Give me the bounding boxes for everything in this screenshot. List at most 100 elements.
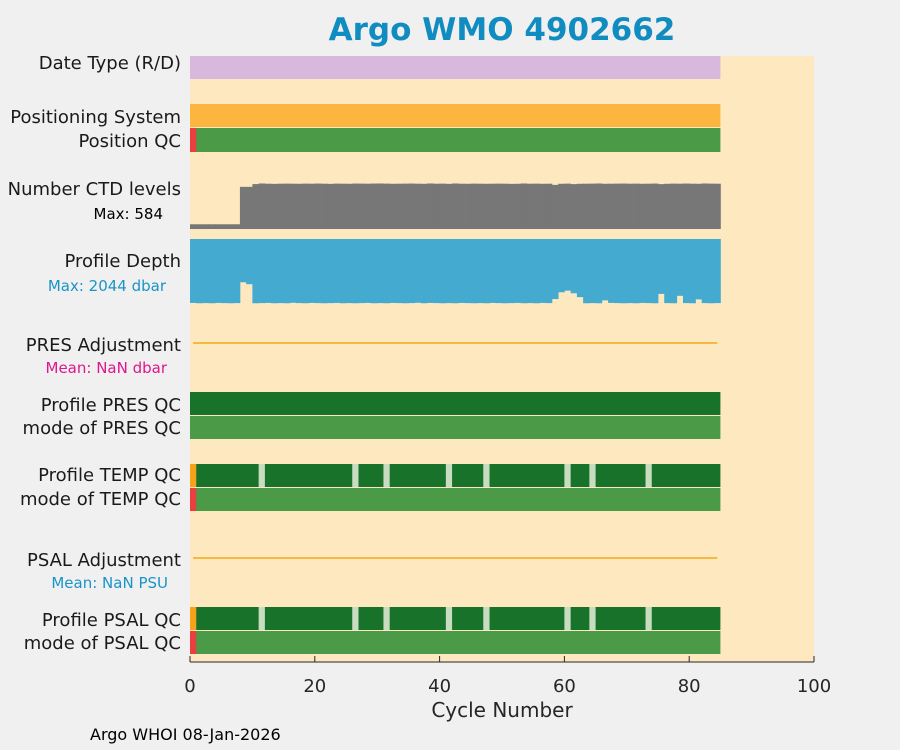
profile-depth-bar xyxy=(239,239,247,283)
ctd-levels-bar xyxy=(445,183,453,229)
profile-depth-bar xyxy=(352,239,359,304)
label-position-qc: Position QC xyxy=(78,131,181,152)
label-profile-psal-qc: Profile PSAL QC xyxy=(42,610,181,631)
profile-depth-bar xyxy=(445,239,453,304)
ctd-levels-bar xyxy=(664,183,671,229)
ctd-levels-bar xyxy=(358,183,366,229)
ctd-levels-bar xyxy=(395,183,403,229)
ctd-levels-bar xyxy=(608,183,615,229)
ctd-levels-bar xyxy=(190,224,197,229)
profile-depth-bar xyxy=(402,239,409,304)
ctd-levels-bar xyxy=(595,183,603,229)
profile-depth-bar xyxy=(670,239,678,304)
profile-depth-bar xyxy=(358,239,366,304)
profile-temp-qc-gap-mark xyxy=(352,464,359,487)
ctd-levels-bar xyxy=(308,183,316,229)
profile-depth-bar xyxy=(383,239,391,304)
ctd-levels-bar xyxy=(302,183,309,229)
ctd-levels-bar xyxy=(333,183,341,229)
ctd-levels-bar xyxy=(327,183,334,229)
profile-depth-bar xyxy=(458,239,465,303)
ctd-levels-bar xyxy=(676,183,684,229)
ctd-levels-bar xyxy=(526,183,534,229)
ctd-levels-bar xyxy=(414,183,422,229)
x-tick-label: 100 xyxy=(797,676,831,697)
ctd-levels-bar xyxy=(483,183,490,229)
ctd-levels-bar xyxy=(377,183,384,229)
label-mode-temp-qc: mode of TEMP QC xyxy=(20,489,181,510)
label-pres-mean: Mean: NaN dbar xyxy=(46,359,168,377)
profile-psal-qc-gap-mark xyxy=(589,607,596,630)
ctd-levels-bar xyxy=(346,183,353,229)
x-axis-label: Cycle Number xyxy=(431,698,573,722)
profile-psal-qc-gap-mark xyxy=(352,607,359,630)
ctd-levels-bar xyxy=(202,224,210,229)
profile-depth-bar xyxy=(202,239,210,304)
profile-depth-bar xyxy=(395,239,403,304)
ctd-levels-bar xyxy=(452,183,459,229)
label-psal-adjustment: PSAL Adjustment xyxy=(27,550,181,571)
profile-depth-bar xyxy=(408,239,416,304)
ctd-levels-bar xyxy=(576,183,584,229)
profile-depth-bar xyxy=(477,239,484,304)
ctd-levels-bar xyxy=(583,183,590,229)
x-tick-label: 40 xyxy=(428,676,451,697)
profile-depth-bar xyxy=(689,239,696,304)
profile-depth-bar xyxy=(370,239,378,304)
ctd-levels-bar xyxy=(670,183,678,229)
profile-depth-bar xyxy=(695,239,703,300)
ctd-levels-bar xyxy=(314,183,322,229)
profile-depth-bar xyxy=(314,239,322,304)
ctd-levels-bar xyxy=(564,183,572,229)
profile-depth-bar xyxy=(545,239,553,304)
ctd-levels-bar xyxy=(520,183,528,229)
profile-depth-bar xyxy=(289,239,297,303)
profile-psal-qc-gap-mark xyxy=(645,607,652,630)
label-depth-max: Max: 2044 dbar xyxy=(48,277,167,295)
profile-depth-bar xyxy=(246,239,253,285)
ctd-levels-bar xyxy=(707,183,715,229)
ctd-levels-bar xyxy=(352,183,359,229)
profile-depth-bar xyxy=(601,239,609,301)
ctd-levels-bar xyxy=(321,183,328,229)
ctd-levels-bar xyxy=(383,183,391,229)
ctd-levels-bar xyxy=(408,183,416,229)
profile-depth-bar xyxy=(433,239,440,304)
profile-depth-bar xyxy=(664,239,671,304)
ctd-levels-bar xyxy=(551,184,559,229)
x-tick-label: 80 xyxy=(678,676,701,697)
ctd-levels-bar xyxy=(651,183,659,229)
ctd-levels-bar xyxy=(689,183,696,229)
profile-depth-bar xyxy=(258,239,266,304)
ctd-levels-bar xyxy=(639,183,646,229)
profile-depth-bar xyxy=(651,239,659,304)
profile-depth-bar xyxy=(420,239,428,304)
profile-psal-qc-probable-mark xyxy=(190,607,197,630)
profile-depth-bar xyxy=(645,239,653,304)
ctd-levels-bar xyxy=(208,224,216,229)
ctd-levels-bar xyxy=(477,183,484,229)
profile-depth-bar xyxy=(389,239,397,303)
ctd-levels-bar xyxy=(633,183,640,229)
ctd-levels-bar xyxy=(601,183,609,229)
profile-depth-bar xyxy=(526,239,534,304)
ctd-levels-bar xyxy=(695,183,703,229)
ctd-levels-bar xyxy=(514,183,522,229)
footer-text: Argo WHOI 08-Jan-2026 xyxy=(90,725,281,744)
position-qc-bar xyxy=(190,128,721,152)
profile-depth-bar xyxy=(339,239,347,304)
profile-depth-bar xyxy=(707,239,715,304)
profile-depth-bar xyxy=(271,239,278,304)
ctd-levels-bar xyxy=(402,183,409,229)
ctd-levels-bar xyxy=(264,183,272,229)
profile-depth-bar xyxy=(626,239,634,304)
profile-temp-qc-gap-mark xyxy=(645,464,652,487)
ctd-levels-bar xyxy=(370,183,378,229)
mode-psal-qc-bad-mark xyxy=(190,631,197,654)
label-date-type: Date Type (R/D) xyxy=(39,53,181,74)
ctd-levels-bar xyxy=(433,183,440,229)
profile-depth-bar xyxy=(533,239,540,304)
profile-depth-bar xyxy=(564,239,572,291)
ctd-levels-bar xyxy=(221,224,228,229)
